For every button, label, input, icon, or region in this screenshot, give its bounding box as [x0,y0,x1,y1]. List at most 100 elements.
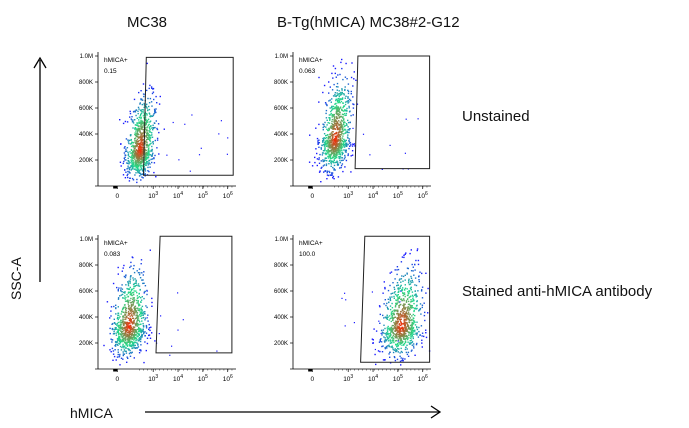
event-dot [138,337,140,340]
event-dot [117,318,119,321]
event-dot [404,315,406,317]
event-dot [411,325,413,327]
event-dot [148,147,150,149]
outlier-dot [189,170,191,172]
event-dot [144,153,147,155]
event-dot [124,298,126,300]
event-dot [122,323,125,325]
event-dot [378,305,381,307]
event-dot [337,99,339,102]
event-dot [421,304,424,306]
event-dot [141,320,143,322]
event-dot [425,332,427,334]
event-dot [336,138,338,141]
event-dot [341,124,343,126]
event-dot [112,328,114,331]
event-dot [151,305,153,307]
event-dot [348,129,350,131]
event-dot [142,282,144,285]
event-dot [406,272,408,274]
event-dot [139,277,142,279]
event-dot [151,150,153,152]
event-dot [339,92,341,95]
event-dot [414,329,416,331]
event-dot [337,140,339,142]
event-dot [139,340,142,343]
event-dot [399,285,402,288]
event-dot [111,341,113,343]
event-dot [339,152,341,154]
event-dot [329,99,331,101]
event-dot [156,139,159,141]
event-dot [327,134,329,136]
event-dot [390,330,393,332]
event-dot [122,345,124,347]
event-dot [135,280,137,283]
event-dot [132,328,135,330]
event-dot [339,113,341,115]
event-dot [127,334,129,336]
event-dot [122,311,124,313]
event-dot [124,329,127,331]
event-dot [331,108,334,110]
event-dot [127,139,129,141]
event-dot [120,332,123,334]
event-dot [405,314,407,317]
event-dot [334,155,336,158]
event-dot [153,162,156,164]
event-dot [373,328,375,330]
event-dot [125,330,128,333]
outlier-dot [353,322,355,324]
event-dot [418,326,420,329]
event-dot [402,360,404,362]
event-dot [146,119,149,122]
event-dot [336,108,338,111]
event-dot [138,308,141,310]
event-dot [347,154,349,157]
event-dot [142,83,145,85]
event-dot [138,166,140,168]
event-dot [149,131,152,133]
event-dot [402,357,404,360]
event-dot [398,337,401,339]
event-dot [136,295,139,297]
event-dot [328,170,330,173]
event-dot [335,113,338,115]
event-dot [120,289,122,291]
event-dot [396,328,398,331]
event-dot [129,299,131,302]
event-dot [330,174,332,176]
event-dot [412,345,415,347]
event-dot [346,110,348,112]
event-dot [385,317,387,319]
event-dot [139,155,141,158]
event-dot [141,135,144,138]
event-dot [139,309,141,311]
event-dot [391,342,393,344]
event-dot [142,111,144,113]
event-dot [346,130,348,132]
event-dot [403,293,405,295]
event-dot [386,332,388,334]
event-dot [127,323,129,326]
event-dot [326,170,328,172]
event-dot [387,289,390,292]
event-dot [389,284,391,287]
event-dot [418,279,420,281]
event-dot [114,349,116,351]
event-dot [150,135,152,137]
event-dot [140,155,142,157]
event-dot [409,287,412,290]
event-dot [146,113,148,115]
event-dot [395,343,397,346]
event-dot [340,98,342,100]
event-dot [137,328,139,331]
event-dot [350,76,353,79]
event-dot [407,326,410,328]
event-dot [412,323,415,325]
event-dot [148,170,150,173]
outlier-dot [171,345,173,347]
event-dot [146,158,148,160]
event-dot [145,332,148,334]
event-dot [413,347,415,349]
